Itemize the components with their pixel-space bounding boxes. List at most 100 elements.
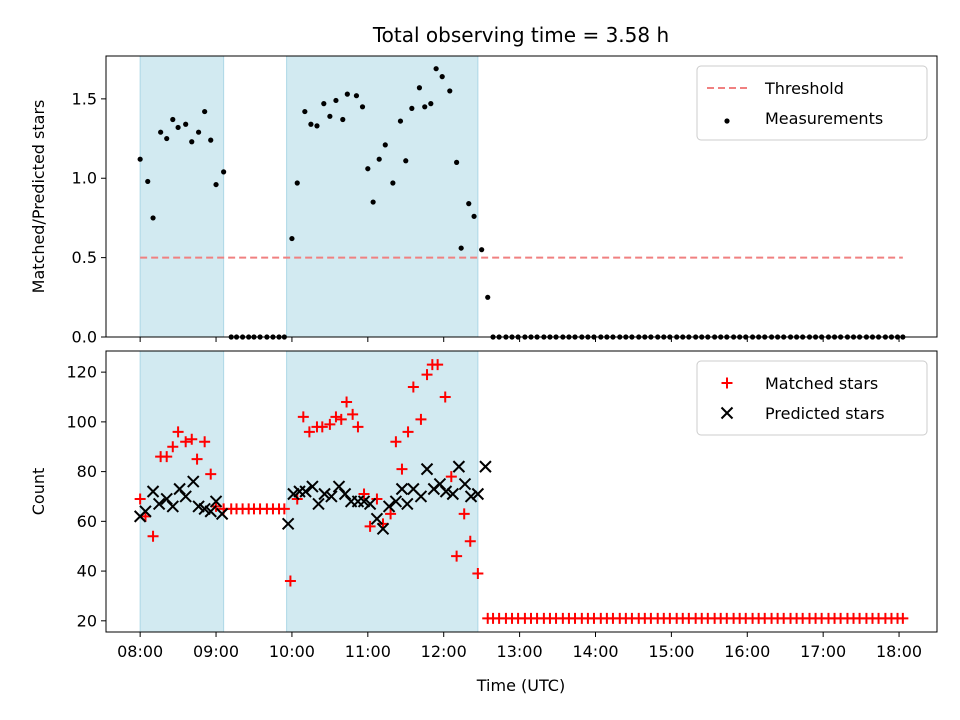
data-point [485,294,491,300]
legend-plus-marker [721,377,733,389]
data-point [278,503,290,515]
data-point [209,495,223,508]
data-point [390,180,396,186]
data-point [139,505,152,518]
data-point [390,436,402,448]
legend-label: Measurements [765,109,883,128]
data-point [189,139,195,145]
data-point [187,475,200,488]
data-point [370,199,376,205]
data-point [146,485,160,498]
data-point [297,411,309,423]
data-point [458,508,470,520]
x-tick-label: 08:00 [117,642,163,661]
data-point [382,142,388,148]
data-point [432,359,444,371]
data-point [439,485,453,498]
data-point [137,156,143,162]
data-point [389,495,403,508]
data-point [358,488,370,500]
data-point [340,116,346,123]
data-point [158,129,164,135]
data-point [464,535,476,547]
data-point [464,490,478,503]
data-point [335,413,347,425]
data-point [341,396,353,408]
data-point [353,93,360,99]
data-point [452,460,466,473]
data-point [330,411,342,423]
data-point [347,408,359,420]
data-point [458,477,472,491]
data-point [397,118,404,124]
data-point [289,235,295,242]
top-panel: 0.0 0.5 1.0 1.5 Matched/Predicted stars Thres… [29,55,938,347]
x-tick-label: 18:00 [876,642,922,661]
x-tick-label: 15:00 [648,642,694,661]
data-point [401,497,414,511]
data-point [312,497,325,511]
data-point [439,391,451,403]
data-point [897,612,909,624]
data-point [439,74,445,80]
data-point [479,247,485,253]
data-point [428,101,434,107]
series-measurements [137,66,906,340]
data-point [183,121,189,127]
y-axis-label: Matched/Predicted stars [29,100,48,294]
data-point [409,105,415,111]
x-tick-label: 12:00 [421,642,467,661]
data-point [352,421,364,433]
y-tick-label: 1.0 [72,169,97,188]
legend-label: Predicted stars [765,404,885,423]
data-point [363,497,377,511]
data-point [421,369,433,381]
data-point [327,113,333,119]
y-tick-label: 40 [77,562,97,581]
data-point [302,108,308,115]
data-point [299,485,312,498]
data-point [364,520,376,532]
data-point [472,568,484,580]
data-point [318,487,331,501]
chart-title: Total observing time = 3.58 h [372,23,669,47]
data-point [414,490,428,503]
data-point [407,381,419,393]
x-axis-label: Time (UTC) [476,676,565,695]
x-tick-label: 17:00 [800,642,846,661]
data-point [308,121,314,127]
y-tick-label: 20 [77,611,97,630]
x-tick-label: 13:00 [497,642,543,661]
data-point [402,426,414,438]
x-tick-label: 10:00 [269,642,315,661]
data-point [215,507,229,521]
x-tick-label: 14:00 [572,642,618,661]
x-tick-label: 11:00 [345,642,391,661]
data-point [447,88,453,94]
y-tick-label: 0.0 [72,328,97,347]
data-point [150,215,156,221]
data-point [175,124,181,131]
data-point [191,453,203,465]
bottom-panel: 08:00 09:00 10:00 11:00 12:00 13:00 14:00 15:00… [29,350,938,661]
y-tick-label: 0.5 [72,248,97,267]
data-point [314,123,320,129]
data-point [376,156,382,162]
data-point [416,85,423,91]
data-point [161,451,173,463]
data-point [471,487,485,501]
data-point [306,480,319,493]
data-point [179,490,192,503]
data-point [415,413,427,425]
legend-label: Matched stars [765,374,878,393]
legend-x-marker [720,406,734,420]
data-point [446,487,460,501]
data-point [466,201,472,207]
y-tick-label: 60 [77,512,97,531]
data-point [403,158,409,164]
data-point [316,421,328,433]
data-point [420,462,434,476]
data-point [454,159,460,165]
observing-interval-shade [286,55,479,338]
observing-interval-shade [139,55,225,338]
